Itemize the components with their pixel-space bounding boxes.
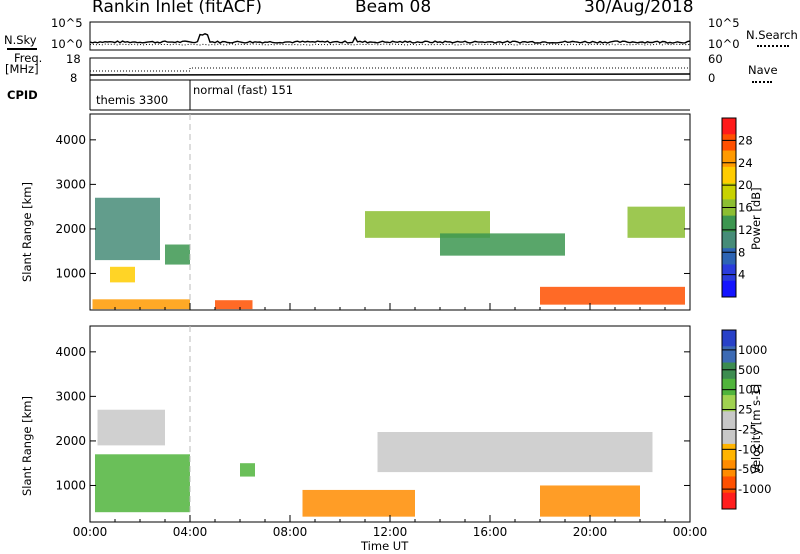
velocity-colorbar-swatch bbox=[722, 492, 736, 510]
station-title: Rankin Inlet (fitACF) bbox=[92, 0, 263, 17]
velocity-ytick-label: 3000 bbox=[55, 389, 86, 403]
velocity-colorbar-tick-label: -500 bbox=[738, 462, 764, 476]
power-colorbar-tick-label: 4 bbox=[738, 268, 745, 282]
time-tick-label: 20:00 bbox=[573, 525, 608, 539]
nsky-line-key bbox=[7, 48, 37, 50]
nave-tick-bottom: 0 bbox=[708, 71, 716, 85]
nave-line-key bbox=[752, 81, 772, 83]
velocity-ytick-label: 1000 bbox=[55, 478, 86, 492]
power-colorbar-swatch bbox=[722, 183, 736, 200]
nave-trace bbox=[90, 67, 690, 72]
power-colorbar-swatch bbox=[722, 264, 736, 282]
power-region-1 bbox=[110, 266, 135, 283]
cpid-label: CPID bbox=[7, 88, 38, 102]
time-tick-label: 04:00 bbox=[173, 525, 208, 539]
power-colorbar-swatch bbox=[722, 248, 736, 265]
velocity-region-1 bbox=[97, 409, 165, 446]
nsearch-tick-bottom: 10^0 bbox=[708, 37, 740, 51]
power-colorbar-swatch bbox=[722, 166, 736, 184]
power-colorbar-swatch bbox=[722, 118, 736, 135]
nave-tick-top: 60 bbox=[708, 52, 723, 66]
freq-label: Freq. bbox=[14, 51, 43, 65]
nsearch-label: N.Search bbox=[746, 28, 798, 42]
velocity-colorbar-swatch bbox=[722, 330, 736, 347]
velocity-colorbar-swatch bbox=[722, 443, 736, 461]
power-region-4 bbox=[215, 300, 253, 310]
power-region-8 bbox=[627, 206, 685, 238]
power-colorbar-tick-label: 16 bbox=[738, 201, 753, 215]
velocity-ytick-label: 2000 bbox=[55, 434, 86, 448]
power-ytick-label: 2000 bbox=[55, 222, 86, 236]
velocity-colorbar-tick-label: 100 bbox=[738, 383, 760, 397]
time-tick-label: 08:00 bbox=[273, 525, 308, 539]
velocity-colorbar-tick-label: 25 bbox=[738, 403, 753, 417]
power-colorbar-tick-label: 8 bbox=[738, 245, 745, 259]
nave-label: Nave bbox=[748, 63, 778, 77]
power-colorbar-swatch bbox=[722, 134, 736, 152]
velocity-colorbar-swatch bbox=[722, 427, 736, 445]
velocity-region-0 bbox=[95, 454, 190, 513]
velocity-region-4 bbox=[540, 485, 640, 517]
velocity-colorbar-tick-label: -100 bbox=[738, 442, 764, 456]
freq-strip-frame bbox=[89, 57, 691, 81]
time-tick-label: 00:00 bbox=[73, 525, 108, 539]
power-region-2 bbox=[95, 197, 160, 261]
power-colorbar-tick-label: 20 bbox=[738, 178, 753, 192]
velocity-region-2 bbox=[302, 489, 415, 517]
velocity-colorbar-swatch bbox=[722, 395, 736, 412]
nsearch-trace bbox=[89, 43, 691, 46]
velocity-colorbar-swatch bbox=[722, 362, 736, 380]
power-ytick-label: 3000 bbox=[55, 177, 86, 191]
nsearch-line-key bbox=[757, 45, 789, 47]
cpid-segment-2: normal (fast) 151 bbox=[193, 83, 294, 97]
time-tick-label: 12:00 bbox=[373, 525, 408, 539]
velocity-ytick-label: 4000 bbox=[55, 345, 86, 359]
power-ytick-label: 1000 bbox=[55, 266, 86, 280]
velocity-colorbar-swatch bbox=[722, 378, 736, 396]
velocity-colorbar-swatch bbox=[722, 476, 736, 494]
time-axis-label: Time UT bbox=[361, 539, 409, 553]
velocity-colorbar-swatch bbox=[722, 346, 736, 364]
power-colorbar-swatch bbox=[722, 231, 736, 249]
nsky-strip-frame bbox=[89, 21, 691, 51]
nsearch-tick-top: 10^5 bbox=[708, 16, 740, 30]
freq-unit-label: [MHz] bbox=[5, 62, 39, 76]
velocity-colorbar-frame bbox=[721, 329, 737, 510]
time-tick-label: 16:00 bbox=[473, 525, 508, 539]
time-tick-label: 00:00 bbox=[673, 525, 708, 539]
nsky-label: N.Sky bbox=[4, 33, 37, 47]
velocity-region-3 bbox=[377, 432, 653, 473]
power-colorbar-tick-label: 12 bbox=[738, 223, 753, 237]
power-region-0 bbox=[92, 299, 190, 310]
nsky-trace bbox=[89, 33, 691, 44]
power-region-3 bbox=[165, 244, 190, 265]
freq-tick-top: 18 bbox=[66, 52, 81, 66]
power-colorbar-swatch bbox=[722, 280, 736, 298]
power-colorbar-tick-label: 24 bbox=[738, 156, 753, 170]
velocity-colorbar-tick-label: 500 bbox=[738, 363, 760, 377]
velocity-colorbar-tick-label: -1000 bbox=[738, 482, 771, 496]
beam-label: Beam 08 bbox=[355, 0, 432, 17]
cpid-segment-1: themis 3300 bbox=[96, 93, 169, 107]
velocity-region-5 bbox=[240, 463, 255, 477]
power-colorbar-tick-label: 28 bbox=[738, 133, 753, 147]
velocity-colorbar-tick-label: -25 bbox=[738, 422, 757, 436]
nsky-tick-bottom: 10^0 bbox=[51, 37, 83, 51]
velocity-colorbar-swatch bbox=[722, 460, 736, 477]
power-ytick-label: 4000 bbox=[55, 133, 86, 147]
date-label: 30/Aug/2018 bbox=[584, 0, 694, 17]
power-region-7 bbox=[540, 286, 685, 305]
velocity-colorbar-swatch bbox=[722, 411, 736, 429]
power-colorbar-swatch bbox=[722, 215, 736, 233]
nsky-tick-top: 10^5 bbox=[51, 16, 83, 30]
power-region-6 bbox=[440, 233, 565, 256]
freq-trace bbox=[89, 73, 691, 76]
velocity-colorbar-tick-label: 1000 bbox=[738, 343, 767, 357]
power-colorbar-swatch bbox=[722, 150, 736, 168]
freq-tick-bottom: 8 bbox=[70, 71, 78, 85]
